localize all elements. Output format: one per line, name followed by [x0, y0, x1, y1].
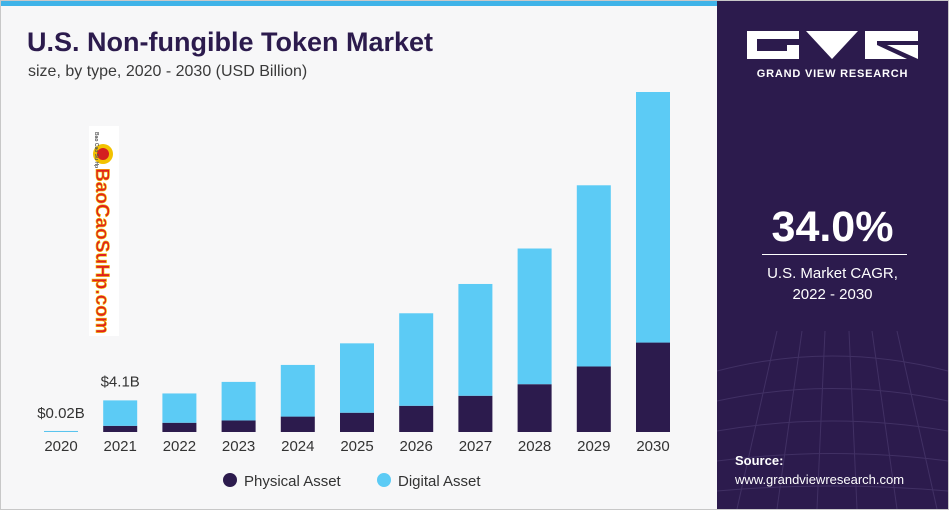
x-tick-label: 2029 [577, 438, 610, 455]
data-label-2020: $0.02B [37, 405, 85, 422]
x-tick-label: 2025 [340, 438, 373, 455]
bar-digital-2025 [340, 343, 374, 413]
legend-label-digital: Digital Asset [398, 473, 481, 490]
source-url[interactable]: www.grandviewresearch.com [735, 472, 905, 487]
x-tick-label: 2021 [104, 438, 137, 455]
grid-decoration [717, 331, 948, 509]
watermark-text: BaoCaoSuHp.com [91, 168, 112, 334]
data-labels: $0.02B $4.1B [37, 373, 140, 421]
bar-digital-2021 [103, 400, 138, 426]
cagr-value: 34.0% [771, 203, 894, 251]
x-tick-label: 2023 [222, 438, 255, 455]
bar-digital-2030 [636, 92, 670, 343]
legend-swatch-digital [377, 473, 391, 487]
bar-digital-2027 [458, 283, 493, 396]
cagr-divider [762, 254, 907, 255]
cagr-label-line2: 2022 - 2030 [792, 286, 873, 303]
source-label: Source: [735, 453, 784, 468]
sidebar-panel: GRAND VIEW RESEARCH 34.0% U.S. Market CA… [717, 1, 948, 509]
gvr-logo-icon [747, 31, 918, 59]
bar-digital-2028 [517, 248, 552, 385]
chart-subtitle: size, by type, 2020 - 2030 (USD Billion) [28, 63, 308, 80]
x-tick-label: 2024 [281, 438, 314, 455]
x-tick-label: 2030 [636, 438, 669, 455]
bar-digital-2023 [221, 381, 256, 421]
watermark-tagline: Bao Cao Su Hp [93, 132, 99, 168]
bar-physical-2023 [221, 420, 256, 432]
legend-label-physical: Physical Asset [244, 473, 342, 490]
watermark-logo: Bao Cao Su Hp BaoCaoSuHp.com [89, 126, 119, 336]
bar-digital-2020 [44, 430, 78, 432]
bar-physical-2026 [399, 405, 434, 432]
chart-title: U.S. Non-fungible Token Market [27, 27, 434, 57]
bar-physical-2029 [576, 366, 611, 432]
cagr-label: U.S. Market CAGR, 2022 - 2030 [717, 263, 948, 305]
bar-physical-2021 [103, 425, 138, 432]
bars-layer [44, 92, 670, 432]
x-axis-ticks: 2020 2021 2022 2023 2024 2025 2026 2027 2028 2029… [44, 438, 669, 455]
x-tick-label: 2027 [459, 438, 492, 455]
bar-physical-2030 [636, 342, 670, 432]
bar-physical-2025 [340, 412, 374, 432]
x-tick-label: 2026 [400, 438, 433, 455]
brand-name: GRAND VIEW RESEARCH [756, 68, 909, 80]
legend-swatch-physical [223, 473, 237, 487]
legend: Physical Asset Digital Asset [223, 473, 481, 490]
cagr-label-line1: U.S. Market CAGR, [767, 265, 898, 282]
watermark-emblem-core-icon [97, 148, 109, 160]
bar-physical-2022 [162, 422, 197, 432]
bar-digital-2022 [162, 393, 197, 423]
bar-digital-2029 [576, 185, 611, 367]
x-tick-label: 2028 [518, 438, 551, 455]
bar-digital-2024 [280, 364, 315, 417]
bar-digital-2026 [399, 313, 434, 406]
bar-physical-2024 [280, 416, 315, 432]
x-tick-label: 2022 [163, 438, 196, 455]
bar-physical-2027 [458, 395, 493, 432]
top-accent-bar [1, 1, 717, 6]
x-tick-label: 2020 [44, 438, 77, 455]
stacked-bar-chart: 2020 2021 2022 2023 2024 2025 2026 2027 2028 2029… [37, 92, 670, 490]
bar-physical-2028 [517, 384, 552, 432]
data-label-2021: $4.1B [101, 373, 140, 390]
